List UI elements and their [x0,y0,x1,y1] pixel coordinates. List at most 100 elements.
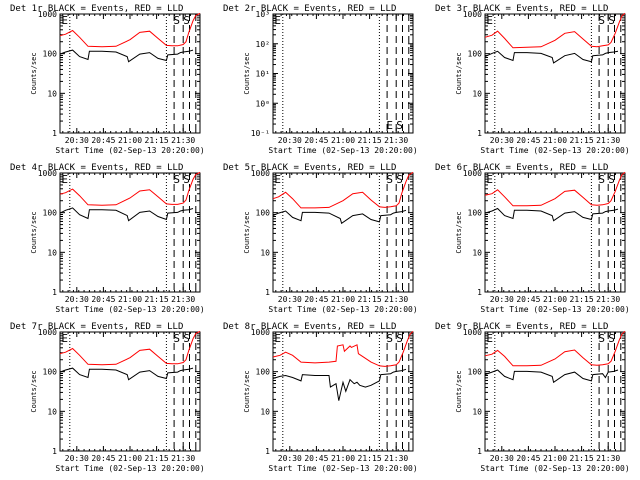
y-tick-label: 10 [47,407,57,416]
event-marker-s: S [183,173,190,186]
x-axis-label: Start Time (02-Sep-13 20:20:00) [268,305,417,314]
event-marker-s: S [183,332,190,345]
y-tick-label: 1 [477,129,482,138]
x-tick-label: 20:30 [490,454,514,463]
x-tick-label: 21:15 [358,454,382,463]
x-tick-label: 21:30 [384,136,408,145]
event-marker-s: S [173,14,180,27]
y-tick-label: 10 [472,407,482,416]
x-tick-label: 21:00 [331,454,355,463]
y-tick-label: 1 [52,447,57,456]
x-tick-label: 20:45 [304,295,328,304]
y-axis-label: Counts/sec [243,211,251,253]
series-events-line [272,368,407,401]
y-tick-label: 1 [265,447,270,456]
x-tick-label: 20:45 [91,136,115,145]
x-tick-label: 21:00 [543,136,567,145]
x-tick-label: 20:30 [65,454,89,463]
x-tick-label: 20:45 [516,454,540,463]
x-tick-label: 21:15 [570,136,594,145]
y-tick-label: 10 [472,248,482,257]
series-events-line [484,369,619,384]
y-tick-label: 10 [47,89,57,98]
y-tick-label: 1000 [463,328,482,337]
y-axis-label: Counts/sec [455,370,463,412]
series-lld-line [272,330,414,367]
panel-7: Det 7r BLACK = Events, RED = LLD 1 10 100 10… [10,322,205,473]
x-axis-label: Start Time (02-Sep-13 20:20:00) [55,305,204,314]
panel-title: Det 4r BLACK = Events, RED = LLD [10,163,183,173]
x-tick-label: 21:15 [145,295,169,304]
x-tick-label: 20:30 [278,136,302,145]
event-marker-e: E [61,332,68,345]
event-marker-s: S [173,332,180,345]
y-tick-label: 100 [43,50,58,59]
series-events-line [59,367,194,381]
x-tick-label: 21:30 [171,454,195,463]
y-tick-label: 1000 [38,10,57,19]
plot-frame [59,172,201,293]
series-lld-line [484,12,626,49]
series-lld-line [484,330,626,367]
event-marker-s: S [396,332,403,345]
event-marker-e: E [486,332,493,345]
y-tick-label: 1 [477,447,482,456]
event-marker-s: S [608,14,615,27]
x-tick-label: 20:30 [490,295,514,304]
panel-title: Det 9r BLACK = Events, RED = LLD [435,322,608,332]
y-tick-label: 100 [256,209,271,218]
y-tick-label: 10 [472,89,482,98]
y-tick-label: 1000 [251,328,270,337]
x-tick-label: 21:15 [145,136,169,145]
panel-9: Det 9r BLACK = Events, RED = LLD 1 10 100 10… [435,322,630,473]
x-tick-label: 21:15 [570,454,594,463]
event-marker-s: S [386,332,393,345]
y-tick-label: 1000 [463,10,482,19]
x-axis-label: Start Time (02-Sep-13 20:20:00) [480,464,629,473]
panel-title: Det 3r BLACK = Events, RED = LLD [435,4,608,14]
y-tick-label: 1000 [38,328,57,337]
series-lld-line [484,171,626,207]
panel-title: Det 8r BLACK = Events, RED = LLD [223,322,396,332]
x-tick-label: 20:30 [490,136,514,145]
x-axis-label: Start Time (02-Sep-13 20:20:00) [55,464,204,473]
event-marker-e: E [274,14,281,27]
event-marker-e: E [274,332,281,345]
y-axis-label: Counts/sec [455,211,463,253]
y-tick-label: 1000 [38,169,57,178]
x-tick-label: 20:45 [516,295,540,304]
plot-frame [272,331,414,452]
event-marker-s: S [608,332,615,345]
x-tick-label: 21:00 [331,295,355,304]
event-marker-e: E [61,14,68,27]
x-tick-label: 21:00 [543,295,567,304]
y-tick-label: 1 [265,288,270,297]
y-tick-label: 10⁻¹ [251,129,270,138]
series-events-line [484,50,619,64]
series-lld-line [59,12,201,48]
y-axis-label: Counts/sec [30,370,38,412]
y-tick-label: 1000 [463,169,482,178]
y-tick-label: 10⁰ [256,99,270,108]
plot-frame [484,331,626,452]
y-tick-label: 1 [52,288,57,297]
y-axis-label: Counts/sec [30,52,38,94]
x-tick-label: 21:30 [384,454,408,463]
y-tick-label: 10 [260,407,270,416]
series-events-line [272,209,407,225]
y-tick-label: 10 [260,248,270,257]
event-marker-e: E [386,119,393,132]
y-tick-label: 1 [477,288,482,297]
y-tick-label: 100 [468,209,483,218]
x-axis-label: Start Time (02-Sep-13 20:20:00) [480,146,629,155]
panel-title: Det 2r BLACK = Events, RED = LLD [223,4,396,14]
event-marker-s: S [598,14,605,27]
panel-title: Det 1r BLACK = Events, RED = LLD [10,4,183,14]
x-tick-label: 21:30 [171,295,195,304]
x-axis-label: Start Time (02-Sep-13 20:20:00) [268,146,417,155]
x-axis-label: Start Time (02-Sep-13 20:20:00) [55,146,204,155]
plot-frame [59,13,201,134]
x-axis-label: Start Time (02-Sep-13 20:20:00) [268,464,417,473]
event-marker-s: S [173,173,180,186]
x-tick-label: 20:30 [278,454,302,463]
